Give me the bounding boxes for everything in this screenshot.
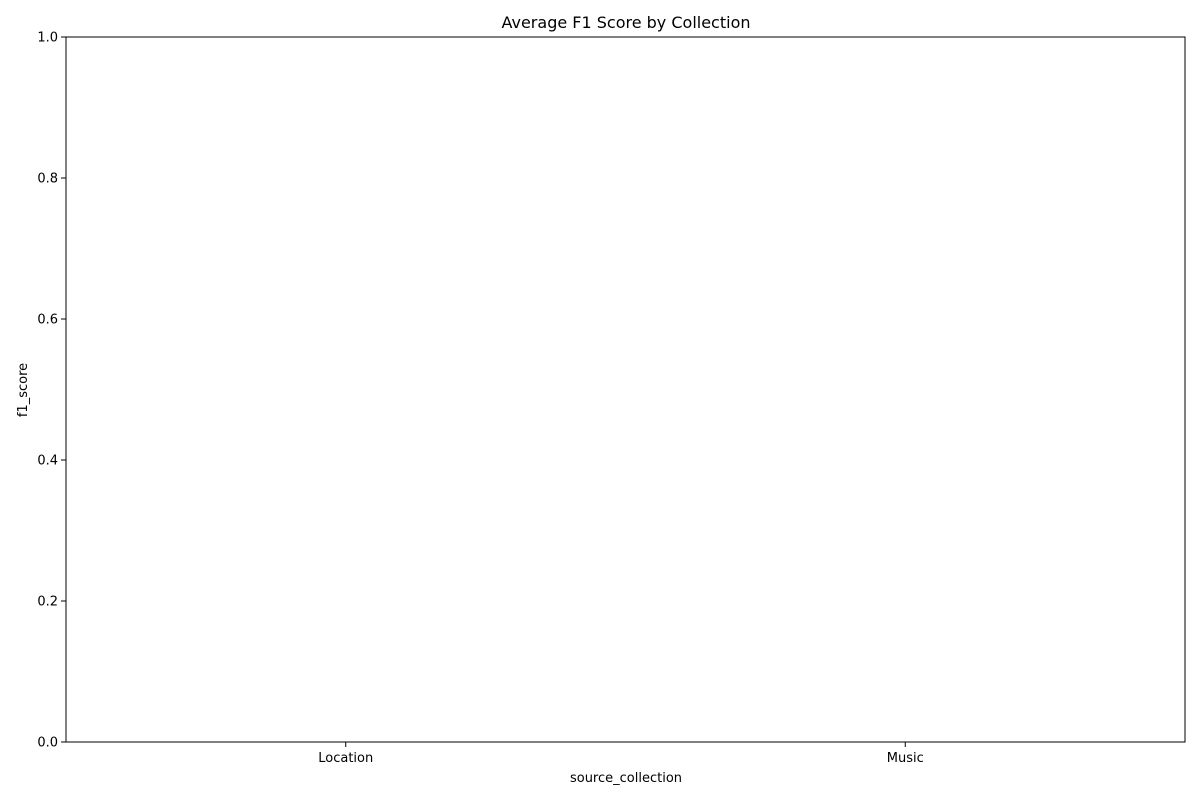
y-tick-label: 0.6 [37,313,58,328]
x-axis: Location Music [318,742,924,766]
x-axis-label: source_collection [570,771,682,786]
x-tick-label: Music [887,751,924,766]
y-tick-label: 1.0 [37,31,58,46]
x-tick-label: Location [318,751,373,766]
chart-title: Average F1 Score by Collection [501,13,750,32]
y-tick-label: 0.8 [37,172,58,187]
y-tick-label: 0.2 [37,595,58,610]
plot-frame [65,36,1186,743]
y-tick-label: 0.4 [37,454,58,469]
y-axis-label: f1_score [16,363,31,417]
y-tick-label: 0.0 [37,736,58,751]
y-axis: 0.0 0.2 0.4 0.6 0.8 1.0 [37,31,66,751]
